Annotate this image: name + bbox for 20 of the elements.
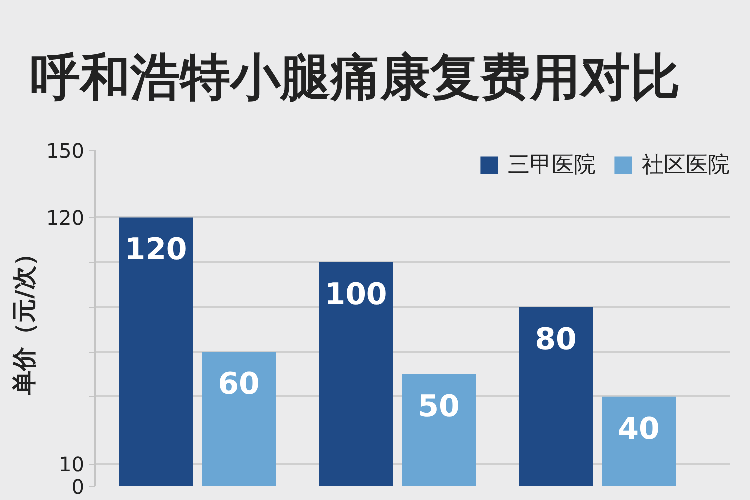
data-label: 100	[324, 278, 388, 312]
y-tick-label: 150	[46, 139, 85, 163]
bar	[202, 352, 276, 486]
bar	[319, 262, 393, 486]
y-axis-title: 单价（元/次）	[10, 242, 38, 396]
chart-title: 呼和浩特小腿痛康复费用对比	[30, 48, 680, 106]
bar	[402, 374, 476, 486]
y-tick-label: 120	[46, 206, 85, 230]
data-label: 40	[618, 412, 660, 447]
legend-label: 社区医院	[642, 152, 730, 180]
y-tick-label: 0	[72, 475, 85, 499]
data-label: 50	[418, 390, 460, 424]
data-label: 60	[218, 367, 260, 402]
bar	[602, 396, 676, 486]
y-tick-label: 10	[59, 452, 85, 477]
bar	[519, 307, 593, 486]
data-label: 120	[124, 232, 188, 268]
legend-label: 三甲医院	[508, 152, 596, 180]
bar	[119, 218, 193, 486]
data-label: 80	[535, 322, 577, 358]
